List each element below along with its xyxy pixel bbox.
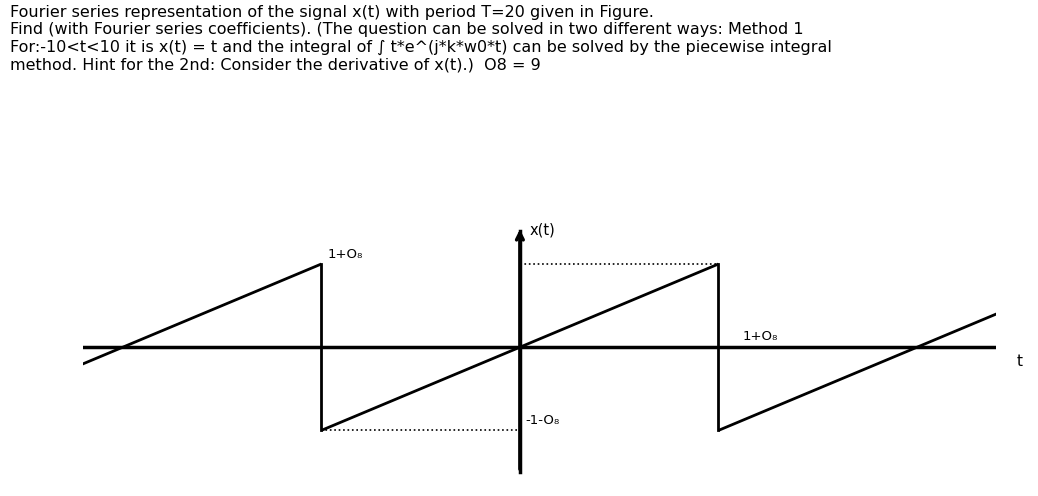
Text: 1+O₈: 1+O₈	[742, 330, 777, 343]
Text: x(t): x(t)	[529, 222, 555, 238]
Text: -1-O₈: -1-O₈	[526, 414, 561, 427]
Text: 1+O₈: 1+O₈	[327, 248, 362, 261]
Text: t: t	[1016, 354, 1022, 369]
Text: Fourier series representation of the signal x(t) with period T=20 given in Figur: Fourier series representation of the sig…	[10, 5, 832, 72]
